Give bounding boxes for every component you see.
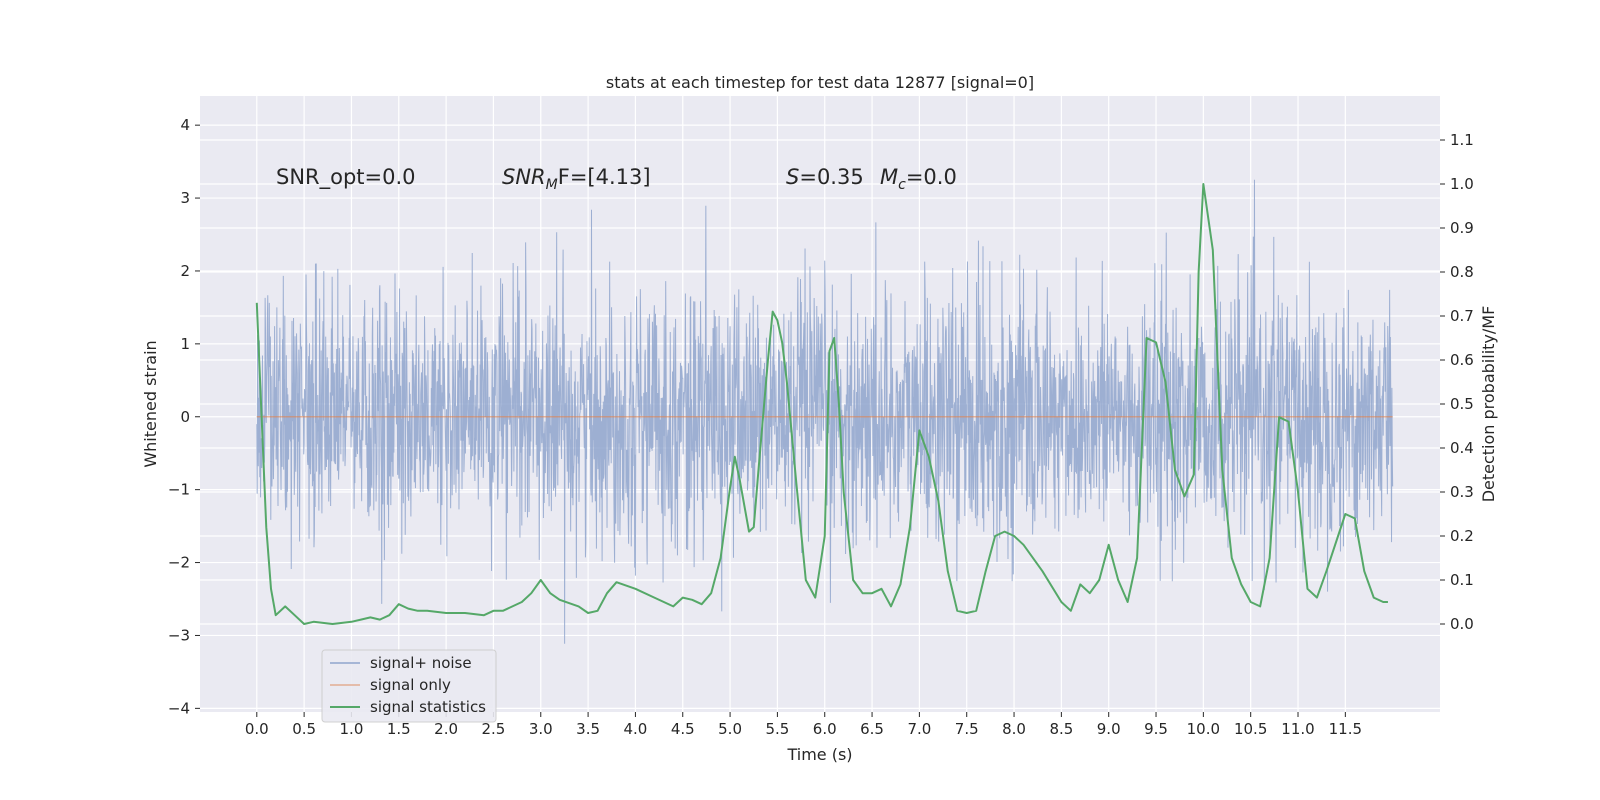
x-tick-label: 4.0 <box>623 720 647 738</box>
x-tick-label: 11.5 <box>1329 720 1362 738</box>
y-tick-label: 1 <box>180 335 190 353</box>
x-tick-label: 4.5 <box>671 720 695 738</box>
annotation-mc-main: M <box>880 165 898 189</box>
y-tick-label: 2 <box>180 262 190 280</box>
x-tick-label: 7.0 <box>907 720 931 738</box>
annotation-snr-opt: SNR_opt=0.0 <box>276 165 416 190</box>
y-ticks: −4 −3 −2 −1 0 1 2 3 4 <box>168 116 200 717</box>
y-tick-label: −2 <box>168 554 190 572</box>
y-tick-label: 3 <box>180 189 190 207</box>
annotation-mc: Mc=0.0 <box>880 165 957 193</box>
annotation-snr-mf: SNRMF=[4.13] <box>502 165 651 193</box>
x-tick-label: 8.0 <box>1002 720 1026 738</box>
y2-tick-label: 0.2 <box>1450 527 1474 545</box>
annotation-s-main: S <box>786 165 799 189</box>
x-tick-label: 6.5 <box>860 720 884 738</box>
y2-ticks: 0.0 0.1 0.2 0.3 0.4 0.5 0.6 0.7 0.8 0.9 1.0 1.1 <box>1440 131 1474 633</box>
x-tick-label: 9.5 <box>1144 720 1168 738</box>
x-tick-label: 5.5 <box>765 720 789 738</box>
legend-label-signal-statistics: signal statistics <box>370 698 486 716</box>
x-tick-label: 0.0 <box>245 720 269 738</box>
annotation-mc-sub: c <box>898 177 906 193</box>
y2-tick-label: 0.3 <box>1450 483 1474 501</box>
x-tick-label: 7.5 <box>955 720 979 738</box>
annotation-snr-mf-main: SNR <box>502 165 546 189</box>
y2-tick-label: 0.8 <box>1450 263 1474 281</box>
chart-title: stats at each timestep for test data 128… <box>606 73 1034 92</box>
legend-label-signal-only: signal only <box>370 676 451 694</box>
y2-tick-label: 1.0 <box>1450 175 1474 193</box>
y-tick-label: −3 <box>168 626 190 644</box>
y2-tick-label: 0.0 <box>1450 615 1474 633</box>
y-tick-label: −4 <box>168 699 190 717</box>
x-tick-label: 3.0 <box>529 720 553 738</box>
y-tick-label: 0 <box>180 408 190 426</box>
x-tick-label: 11.0 <box>1281 720 1314 738</box>
signal-statistics-line <box>255 183 1388 625</box>
x-tick-label: 2.5 <box>482 720 506 738</box>
x-tick-label: 9.0 <box>1097 720 1121 738</box>
annotation-mc-rest: =0.0 <box>906 165 957 189</box>
x-tick-label: 1.0 <box>340 720 364 738</box>
x-tick-label: 8.5 <box>1049 720 1073 738</box>
x-tick-label: 3.5 <box>576 720 600 738</box>
legend-box <box>321 649 497 723</box>
x-tick-label: 0.5 <box>292 720 316 738</box>
y2-tick-label: 0.6 <box>1450 351 1474 369</box>
x-tick-label: 10.0 <box>1187 720 1220 738</box>
y2-axis-label: Detection probability/MF <box>1479 306 1498 503</box>
y2-tick-label: 0.7 <box>1450 307 1474 325</box>
y-tick-label: −1 <box>168 481 190 499</box>
x-axis-label: Time (s) <box>786 745 852 764</box>
annotation-s-rest: =0.35 <box>799 165 863 189</box>
signal-plus-noise-line <box>256 179 1394 644</box>
y2-tick-label: 0.9 <box>1450 219 1474 237</box>
series-signal-plus-noise <box>256 179 1394 644</box>
legend-label-signal-plus-noise: signal+ noise <box>370 654 472 672</box>
annotation-s: S=0.35 <box>786 165 864 189</box>
y2-tick-label: 1.1 <box>1450 131 1474 149</box>
x-ticks: 0.0 0.5 1.0 1.5 2.0 2.5 3.0 3.5 4.0 4.5 5.0 5.5 6.0 6… <box>245 712 1362 738</box>
annotation-snr-mf-rest: F=[4.13] <box>558 165 651 189</box>
y-axis-label: Whitened strain <box>141 340 160 467</box>
series-signal-statistics <box>255 183 1388 625</box>
annotation-snr-mf-sub: M <box>546 177 558 193</box>
x-tick-label: 10.5 <box>1234 720 1267 738</box>
x-tick-label: 6.0 <box>813 720 837 738</box>
x-tick-label: 1.5 <box>387 720 411 738</box>
legend: signal+ noise signal only signal statist… <box>321 649 497 723</box>
y-tick-label: 4 <box>180 116 190 134</box>
x-tick-label: 5.0 <box>718 720 742 738</box>
y2-tick-label: 0.5 <box>1450 395 1474 413</box>
y2-tick-label: 0.1 <box>1450 571 1474 589</box>
x-tick-label: 2.0 <box>434 720 458 738</box>
y2-tick-label: 0.4 <box>1450 439 1474 457</box>
